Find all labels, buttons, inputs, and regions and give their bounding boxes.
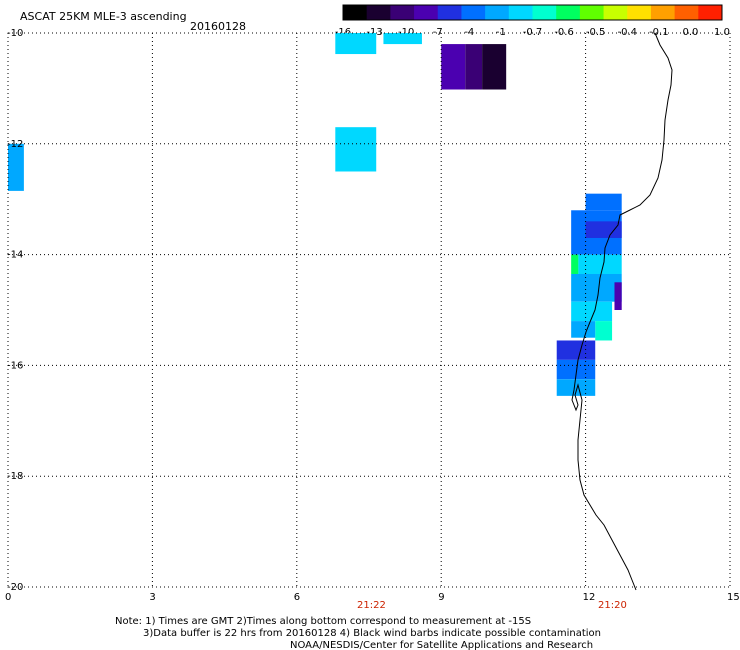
colorbar-swatch [437,5,462,20]
time-label-1: 21:22 [357,600,386,611]
grid-lines [7,32,731,588]
x-tick-label: 0 [5,592,11,603]
colorbar-label: -13 [366,27,382,38]
colorbar-swatch [556,5,581,20]
colorbar-swatch [390,5,415,20]
map-title: ASCAT 25KM MLE-3 ascending [20,10,187,23]
data-cell [585,221,622,238]
x-tick-label: 3 [149,592,155,603]
data-cell [578,254,622,274]
colorbar-label: -4 [464,27,474,38]
colorbar-swatch [579,5,605,20]
y-tick-label: -18 [7,471,23,482]
data-cell [465,44,483,90]
data-cell [383,33,422,45]
colorbar-swatch [508,5,533,20]
note-line-2: 3)Data buffer is 22 hrs from 20160128 4)… [143,628,601,639]
data-cell [614,282,622,310]
colorbar-label: -16 [335,27,351,38]
colorbar-swatch [343,5,368,20]
note-line-3: NOAA/NESDIS/Center for Satellite Applica… [290,640,593,650]
colorbar-swatch [603,5,628,20]
y-tick-label: -16 [7,360,23,371]
x-tick-label: 12 [583,592,596,603]
data-cell [571,273,622,302]
colorbar-label: 0.0 [682,27,698,38]
data-cell [571,321,596,338]
y-tick-labels: -10 -12 -14 -16 -18 -20 [7,28,23,593]
colorbar-frame [342,4,723,21]
colorbar-swatch [461,5,486,20]
colorbar-swatch [674,5,699,20]
map-date: 20160128 [190,20,246,33]
data-cell [482,44,507,90]
colorbar-label: -0.4 [617,27,637,38]
data-cell [556,359,596,380]
colorbar-label: -0.5 [586,27,606,38]
colorbar-label: -7 [433,27,443,38]
colorbar-label: -0.1 [649,27,669,38]
y-tick-label: -14 [7,250,23,261]
note-line-1: Note: 1) Times are GMT 2)Times along bot… [115,616,531,627]
colorbar-swatch [650,5,676,20]
time-label-2: 21:20 [598,600,627,611]
data-cell [556,379,596,396]
data-cell [335,127,377,172]
data-cell [595,321,613,341]
colorbar-label: 1.0 [714,27,730,38]
colorbar-swatch [627,5,652,20]
y-tick-label: -20 [7,582,23,593]
y-tick-label: -10 [7,28,23,39]
colorbar-swatch [414,5,439,20]
data-cell [335,33,377,55]
data-cell [556,340,596,360]
x-tick-label: 9 [438,592,444,603]
data-cell [571,254,579,274]
x-tick-label: 6 [294,592,300,603]
colorbar-swatch [485,5,510,20]
colorbar-swatch [698,5,723,20]
data-cell [571,301,613,322]
coastline [571,32,673,591]
data-cell [585,193,622,211]
x-tick-labels: 0 3 6 9 12 15 [5,592,740,603]
data-cell [8,143,24,191]
colorbar-swatch [366,5,391,20]
y-tick-label: -12 [7,139,23,150]
colorbar [342,4,723,21]
data-cells [8,33,622,396]
colorbar-swatch [532,5,557,20]
x-tick-label: 15 [727,592,740,603]
data-cell [441,44,466,90]
colorbar-label: -10 [398,27,414,38]
